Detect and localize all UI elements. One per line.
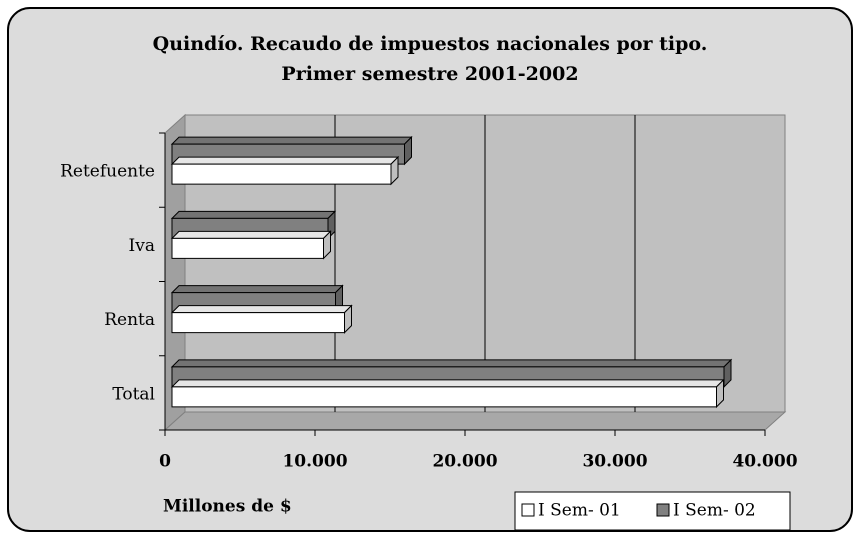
bar-front	[171, 237, 324, 259]
legend-swatch	[656, 503, 670, 517]
bar-top	[170, 379, 725, 388]
chart-subtitle: Primer semestre 2001-2002	[281, 63, 578, 85]
y-tick-label: Renta	[104, 310, 155, 330]
x-tick-label: 40.000	[732, 452, 797, 472]
bar-front	[171, 163, 392, 185]
x-tick-label: 0	[159, 452, 171, 472]
bar	[170, 230, 332, 260]
bar-front	[171, 386, 717, 408]
bar-top	[170, 285, 344, 294]
bar-top	[170, 305, 353, 314]
x-tick-label: 30.000	[582, 452, 647, 472]
bar-top	[170, 156, 400, 165]
legend-label: I Sem- 01	[538, 501, 621, 521]
bar	[170, 378, 725, 409]
x-axis-label: Millones de $	[163, 497, 292, 517]
legend-label: I Sem- 02	[673, 501, 756, 521]
bar-front	[171, 312, 345, 334]
bar-top	[170, 210, 337, 219]
x-tick-label: 10.000	[282, 452, 347, 472]
y-tick-label: Retefuente	[60, 162, 155, 182]
y-tick-label: Total	[112, 384, 155, 404]
bar-top	[170, 359, 733, 368]
bar	[170, 155, 400, 186]
legend-swatch	[521, 503, 535, 517]
floor	[163, 411, 787, 431]
legend	[514, 491, 791, 531]
y-tick-label: Iva	[129, 236, 155, 256]
bar	[170, 304, 353, 334]
chart-title: Quindío. Recaudo de impuestos nacionales…	[153, 33, 708, 55]
bar-top	[170, 136, 413, 145]
bar-top	[170, 230, 332, 239]
x-tick-label: 20.000	[432, 452, 497, 472]
